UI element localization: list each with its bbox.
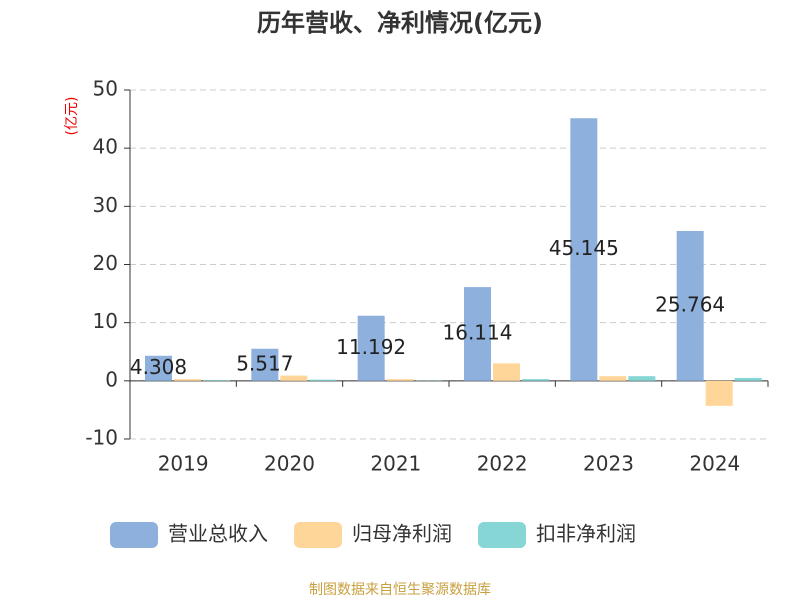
- y-tick-label: -10: [85, 426, 118, 450]
- chart-title: 历年营收、净利情况(亿元): [257, 9, 543, 37]
- y-tick-label: 0: [105, 367, 118, 391]
- data-label: 16.114: [443, 320, 513, 344]
- y-tick-label: 30: [93, 193, 118, 217]
- bar: [203, 380, 230, 381]
- bar: [522, 379, 549, 381]
- source-note: 制图数据来自恒生聚源数据库: [309, 582, 491, 598]
- x-tick-label: 2019: [158, 452, 209, 476]
- bar: [706, 381, 733, 406]
- y-tick-label: 40: [93, 135, 118, 159]
- x-tick-label: 2020: [264, 452, 315, 476]
- legend-swatch: [478, 522, 526, 548]
- legend-swatch: [110, 522, 158, 548]
- legend-swatch: [294, 522, 342, 548]
- y-tick-label: 20: [93, 251, 118, 275]
- y-tick-label: 50: [93, 77, 118, 101]
- bar: [599, 376, 626, 381]
- data-label: 5.517: [236, 351, 293, 375]
- bar: [735, 378, 762, 381]
- x-tick-label: 2024: [689, 452, 740, 476]
- x-tick-label: 2023: [583, 452, 634, 476]
- legend-label: 扣非净利润: [536, 522, 636, 546]
- bar: [174, 379, 201, 381]
- bar: [309, 380, 336, 381]
- bar: [493, 363, 520, 380]
- y-axis-label: (亿元): [64, 97, 80, 136]
- y-tick-label: 10: [93, 309, 118, 333]
- bar: [628, 376, 655, 381]
- legend-label: 归母净利润: [352, 522, 452, 546]
- bar: [280, 376, 307, 381]
- data-label: 25.764: [655, 292, 725, 316]
- data-label: 45.145: [549, 236, 619, 260]
- data-label: 4.308: [130, 355, 187, 379]
- x-tick-label: 2021: [370, 452, 421, 476]
- bar: [387, 379, 414, 381]
- x-tick-label: 2022: [477, 452, 528, 476]
- legend-label: 营业总收入: [168, 522, 268, 546]
- data-label: 11.192: [336, 335, 406, 359]
